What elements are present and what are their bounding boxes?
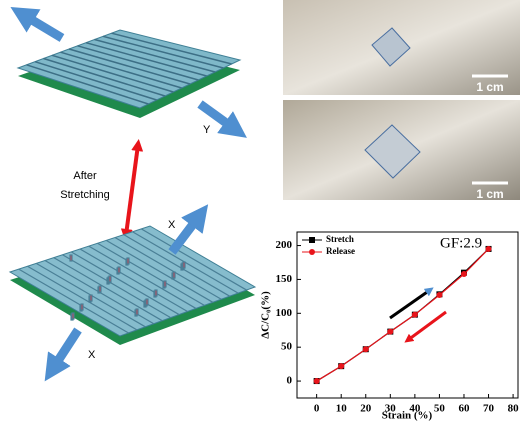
marker — [362, 346, 369, 353]
x-tick-label: 20 — [360, 403, 372, 415]
nanowire — [108, 275, 112, 283]
marker — [387, 328, 394, 335]
caption: After — [73, 170, 97, 182]
wave — [43, 57, 166, 97]
annotation: GF:2.9 — [440, 235, 482, 251]
marker — [485, 245, 492, 252]
arrow — [44, 327, 82, 382]
ridge — [105, 239, 214, 303]
wave — [60, 51, 182, 89]
ridge — [114, 236, 222, 300]
ridges — [18, 228, 247, 334]
ridge — [62, 254, 171, 319]
y-tick-label: 50 — [281, 341, 293, 353]
marker — [436, 292, 443, 299]
axis-letter: X — [168, 219, 176, 231]
marker — [309, 237, 315, 243]
x-tick-label: 10 — [336, 403, 348, 415]
series-line — [316, 248, 489, 382]
plot-frame — [296, 231, 519, 399]
nanowire — [126, 257, 130, 265]
marker — [313, 378, 320, 385]
nanowire — [182, 261, 186, 269]
sample — [364, 124, 421, 179]
nanowire — [117, 266, 121, 274]
caption: Stretching — [60, 189, 110, 201]
nanowire — [69, 254, 73, 262]
nanowire — [80, 303, 84, 311]
y-axis-label: ΔC/C₀(%) — [260, 291, 272, 339]
nanowire — [89, 294, 93, 302]
y-tick-label: 100 — [276, 307, 293, 319]
scale-label: 1 cm — [476, 80, 503, 94]
x-axis-label: Strain (%) — [382, 410, 433, 422]
x-tick-label: 50 — [434, 403, 446, 415]
x-tick-label: 80 — [508, 403, 520, 415]
trend-arrow — [389, 287, 434, 320]
ridge — [18, 268, 129, 334]
nanowire — [163, 280, 167, 288]
x-tick-label: 0 — [314, 403, 320, 415]
y-tick-label: 0 — [287, 375, 293, 387]
nanowire — [145, 298, 149, 306]
wave — [85, 41, 207, 77]
marker — [460, 271, 467, 278]
arrow — [197, 100, 247, 138]
arrow — [168, 204, 209, 255]
ridge — [79, 248, 188, 313]
ridge — [27, 265, 138, 331]
ridge — [97, 242, 205, 306]
marker — [338, 363, 345, 370]
wave — [51, 54, 174, 93]
sheet-top — [8, 225, 257, 337]
x-tick-label: 70 — [483, 403, 495, 415]
nanowire — [172, 271, 176, 279]
legend-label: Release — [326, 246, 355, 256]
arrow — [10, 7, 65, 42]
wave — [68, 48, 191, 85]
ridge — [140, 228, 247, 291]
trend-arrow — [404, 310, 447, 343]
y-tick-label: 200 — [276, 239, 293, 251]
nanowire — [154, 289, 158, 297]
illustration: Y After Stretching X X — [8, 7, 257, 382]
x-tick-label: 30 — [385, 403, 397, 415]
axis-letter: X — [88, 349, 96, 361]
wave — [94, 38, 216, 73]
y-tick-label: 150 — [276, 273, 293, 285]
red-arrow — [120, 139, 144, 241]
ridge — [88, 245, 197, 309]
axis-letter: Y — [203, 124, 211, 136]
nanowire — [135, 308, 139, 316]
x-tick-label: 40 — [409, 403, 421, 415]
wave — [111, 32, 232, 65]
marker — [411, 311, 418, 318]
wave — [102, 35, 224, 69]
sample — [371, 27, 411, 67]
series-line — [316, 248, 489, 382]
scale-label: 1 cm — [476, 187, 503, 201]
nanowire — [98, 285, 102, 293]
marker — [309, 249, 315, 255]
legend-label: Stretch — [326, 234, 354, 244]
photos: 1 cm 1 cm — [283, 0, 520, 201]
ridge — [123, 234, 230, 297]
ridge — [53, 257, 163, 322]
wave — [77, 45, 199, 81]
ridge — [70, 251, 180, 316]
x-tick-label: 60 — [458, 403, 470, 415]
wave — [26, 64, 149, 105]
waves — [26, 32, 232, 105]
nanowire — [71, 312, 75, 320]
wave — [34, 60, 157, 101]
